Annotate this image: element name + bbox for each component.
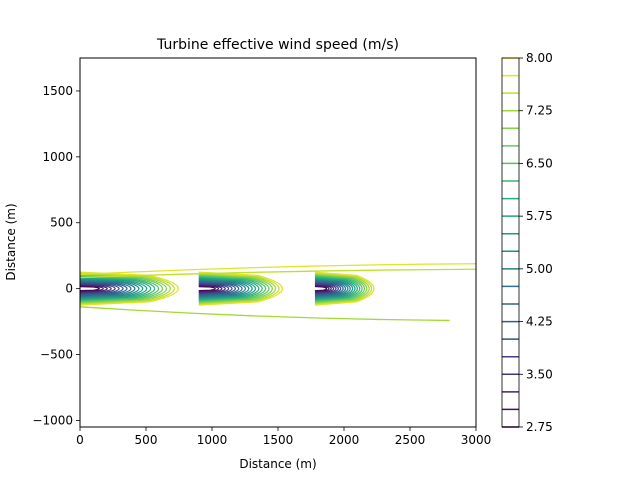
- contour-line: [314, 274, 366, 303]
- contour-line: [198, 280, 243, 298]
- contour-line: [198, 275, 267, 303]
- contour-line: [314, 285, 328, 292]
- contour-line: [198, 285, 216, 292]
- x-axis-label: Distance (m): [239, 457, 316, 471]
- contour-line: [198, 275, 263, 302]
- contour-line: [80, 283, 116, 295]
- colorbar: 2.75 3.50 4.25 5.00 5.75 6.50 7.25 8.00: [501, 51, 553, 434]
- contour-lines: [80, 263, 476, 322]
- contour-line: [198, 276, 260, 301]
- contour-line: [80, 271, 179, 306]
- contour-line: [80, 278, 140, 299]
- contour-line: [80, 275, 156, 302]
- contour-line: [198, 273, 273, 304]
- y-axis-label: Distance (m): [4, 203, 18, 280]
- contour-line: [198, 274, 270, 303]
- contour-line: [198, 272, 280, 305]
- contour-line: [80, 284, 108, 293]
- contour-line: [80, 268, 476, 279]
- y-tick-label: 0: [65, 282, 73, 296]
- y-tick-label: −1000: [32, 413, 73, 427]
- contour-line: [80, 281, 124, 296]
- contour-line: [314, 278, 354, 300]
- contour-line: [80, 283, 112, 294]
- contour-line: [80, 272, 176, 305]
- contour-line: [314, 283, 337, 295]
- x-tick-label: 2000: [329, 433, 360, 447]
- contour-line: [198, 272, 277, 305]
- contour-line: [314, 278, 351, 299]
- y-tick-label: 500: [50, 216, 73, 230]
- contour-line: [314, 277, 356, 300]
- contour-line: [80, 278, 144, 300]
- x-axis-ticks: 0 500 1000 1500 2000 2500 3000: [76, 427, 491, 447]
- colorbar-tick-label: 3.50: [526, 367, 553, 381]
- contour-line: [198, 284, 223, 293]
- contour-line: [198, 283, 226, 294]
- y-tick-label: −500: [40, 348, 73, 362]
- colorbar-tick-label: 2.75: [526, 420, 553, 434]
- contour-line: [314, 280, 347, 298]
- x-tick-label: 1500: [263, 433, 294, 447]
- contour-line: [198, 280, 240, 297]
- x-tick-label: 1000: [197, 433, 228, 447]
- contour-line: [80, 280, 132, 298]
- contour-line: [198, 282, 233, 295]
- contour-line: [314, 285, 330, 293]
- colorbar-tick-label: 4.25: [526, 315, 553, 329]
- contour-line: [80, 272, 171, 305]
- contour-line: [80, 306, 450, 322]
- contour-line: [314, 279, 349, 298]
- colorbar-ticks: 2.75 3.50 4.25 5.00 5.75 6.50 7.25 8.00: [519, 51, 553, 434]
- contour-line: [314, 282, 340, 295]
- contour-line: [80, 263, 476, 276]
- chart-title: Turbine effective wind speed (m/s): [156, 37, 399, 53]
- contour-line: [314, 276, 359, 301]
- colorbar-tick-label: 5.00: [526, 262, 553, 276]
- contour-line: [80, 275, 159, 303]
- x-tick-label: 500: [135, 433, 158, 447]
- x-tick-label: 3000: [461, 433, 492, 447]
- contour-line: [198, 271, 283, 306]
- y-tick-label: 1000: [42, 150, 73, 164]
- contour-line: [314, 280, 344, 297]
- contour-line: [80, 285, 104, 293]
- x-tick-label: 2500: [395, 433, 426, 447]
- contour-line: [80, 282, 120, 295]
- contour-line: [80, 279, 136, 298]
- contour-line: [80, 277, 148, 300]
- contour-line: [80, 276, 152, 301]
- contour-line: [198, 278, 253, 300]
- colorbar-frame: [501, 57, 520, 428]
- contour-line: [80, 274, 163, 303]
- colorbar-level-lines: [502, 57, 519, 428]
- y-tick-label: 1500: [42, 84, 73, 98]
- contour-line: [198, 279, 247, 298]
- contour-line: [314, 283, 335, 294]
- x-tick-label: 0: [76, 433, 84, 447]
- colorbar-tick-label: 8.00: [526, 51, 553, 65]
- contour-line: [314, 272, 370, 305]
- contour-line: [314, 284, 332, 293]
- colorbar-tick-label: 5.75: [526, 209, 553, 223]
- contour-line: [198, 277, 257, 300]
- y-axis-ticks: −1000 −500 0 500 1000 1500: [32, 84, 80, 427]
- contour-line: [80, 273, 167, 304]
- contour-line: [314, 272, 373, 305]
- contour-line: [198, 285, 220, 293]
- contour-line: [314, 273, 368, 304]
- contour-line: [198, 281, 237, 296]
- contour-line: [314, 281, 342, 296]
- contour-line: [80, 285, 100, 292]
- contour-line: [314, 271, 375, 306]
- contour-line: [80, 280, 128, 297]
- colorbar-tick-label: 7.25: [526, 104, 553, 118]
- colorbar-tick-label: 6.50: [526, 156, 553, 170]
- contour-line: [314, 275, 361, 302]
- contour-line: [314, 275, 363, 303]
- contour-line: [198, 278, 250, 299]
- contour-line: [198, 283, 230, 295]
